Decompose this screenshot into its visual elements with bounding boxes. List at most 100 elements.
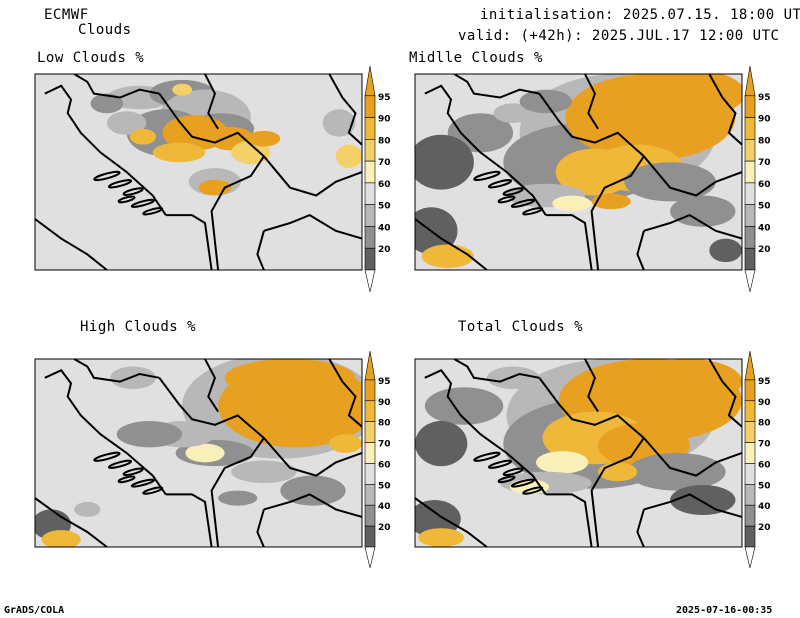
cloud-cover-area [447,113,514,153]
colorbar-low: 95 90 80 70 60 50 40 20 [364,65,391,292]
border-line [263,493,362,518]
cloud-cover-area [670,195,736,227]
panel-title-middle: Midlle Clouds % [409,50,543,66]
cloud-cover-area [424,387,504,425]
cloud-cover-area [224,359,356,397]
colorbar-segment [364,182,376,205]
cloud-cover-area [637,359,742,405]
island-outline [107,459,133,469]
border-line [643,155,742,197]
border-line [538,377,645,439]
colorbar-segment [744,421,756,443]
colorbar-label: 60 [758,460,771,470]
island-outline [473,170,501,181]
cloud-cover-area [552,195,592,212]
border-line [158,93,265,158]
map-frame [414,73,743,271]
colorbar-segment [744,139,756,162]
map-panel-high [34,358,363,548]
colorbar-arrow-top [364,350,376,381]
colorbar-label: 95 [758,377,771,387]
cloud-cover-area [172,83,192,96]
colorbar-label: 40 [758,502,771,512]
island-outline [122,187,144,196]
border-line [453,359,540,383]
island-outline [497,475,516,484]
colorbar-segment [744,525,756,548]
footer-timestamp: 2025-07-16-00:35 [676,605,773,616]
island-outline [142,207,164,216]
island-outline [130,478,155,488]
cloud-cover-area [74,501,101,517]
border-line [256,509,265,547]
colorbar-segment [364,95,376,118]
border-line [165,493,213,547]
border-line [263,213,362,240]
island-outline [122,467,144,477]
border-line [584,74,599,130]
cloud-cover-area [640,74,742,118]
colorbar-label: 20 [378,523,391,533]
footer-software: GrADS/COLA [4,605,65,616]
initialisation-label: initialisation: 2025.07.15. 18:00 UTC [480,7,800,23]
panel-title-high: High Clouds % [80,319,197,335]
island-outline [510,478,535,488]
colorbar-label: 50 [378,481,391,491]
border-line [263,155,362,197]
colorbar-segment [744,160,756,184]
colorbar-label: 80 [758,419,771,429]
border-line [44,369,167,495]
colorbar-segment [744,379,756,402]
island-outline [130,198,155,208]
colorbar-label: 60 [378,460,391,470]
colorbar-segment [744,117,756,140]
border-line [453,74,540,99]
island-outline [502,467,524,477]
map-panel-middle [414,73,743,271]
border-line [73,359,160,383]
colorbar-segment [364,484,376,506]
border-line [204,74,219,130]
border-line [584,359,599,413]
colorbar-label: 40 [378,223,391,233]
colorbar-segment [364,204,376,227]
colorbar-label: 90 [378,115,391,125]
colorbar-label: 70 [758,158,771,168]
border-line [210,155,265,270]
border-line [328,74,362,146]
cloud-cover-area [415,421,468,467]
colorbar-label: 40 [378,502,391,512]
colorbar-segment [744,442,756,464]
island-outline [497,195,516,204]
colorbar-label: 95 [378,377,391,387]
cloud-cover-area [418,528,465,547]
border-line [415,497,488,547]
colorbar-arrow-top [744,65,756,97]
map-panel-low [34,73,363,271]
border-line [415,218,488,270]
cloud-cover-area [110,366,156,390]
colorbar-arrow-bottom [744,269,756,292]
colorbar-high: 95 90 80 70 60 50 40 20 [364,350,391,568]
panel-title-total: Total Clouds % [458,319,584,335]
colorbar-label: 90 [378,398,391,408]
colorbar-middle: 95 90 80 70 60 50 40 20 [744,65,771,292]
colorbar-segment [744,226,756,249]
cloud-cover-area [415,134,474,190]
colorbar-label: 80 [378,419,391,429]
colorbar-label: 50 [758,202,771,212]
colorbar-segment [364,139,376,162]
island-outline [107,179,133,189]
border-line [328,359,362,428]
colorbar-label: 20 [758,245,771,255]
border-line [35,497,108,547]
colorbar-segment [364,226,376,249]
island-outline [93,170,121,181]
border-line [424,369,547,495]
colorbar-label: 20 [378,245,391,255]
colorbar-segment [364,463,376,485]
border-line [538,93,645,158]
colorbar-arrow-top [744,350,756,381]
border-line [643,213,742,240]
colorbar-segment [744,182,756,205]
